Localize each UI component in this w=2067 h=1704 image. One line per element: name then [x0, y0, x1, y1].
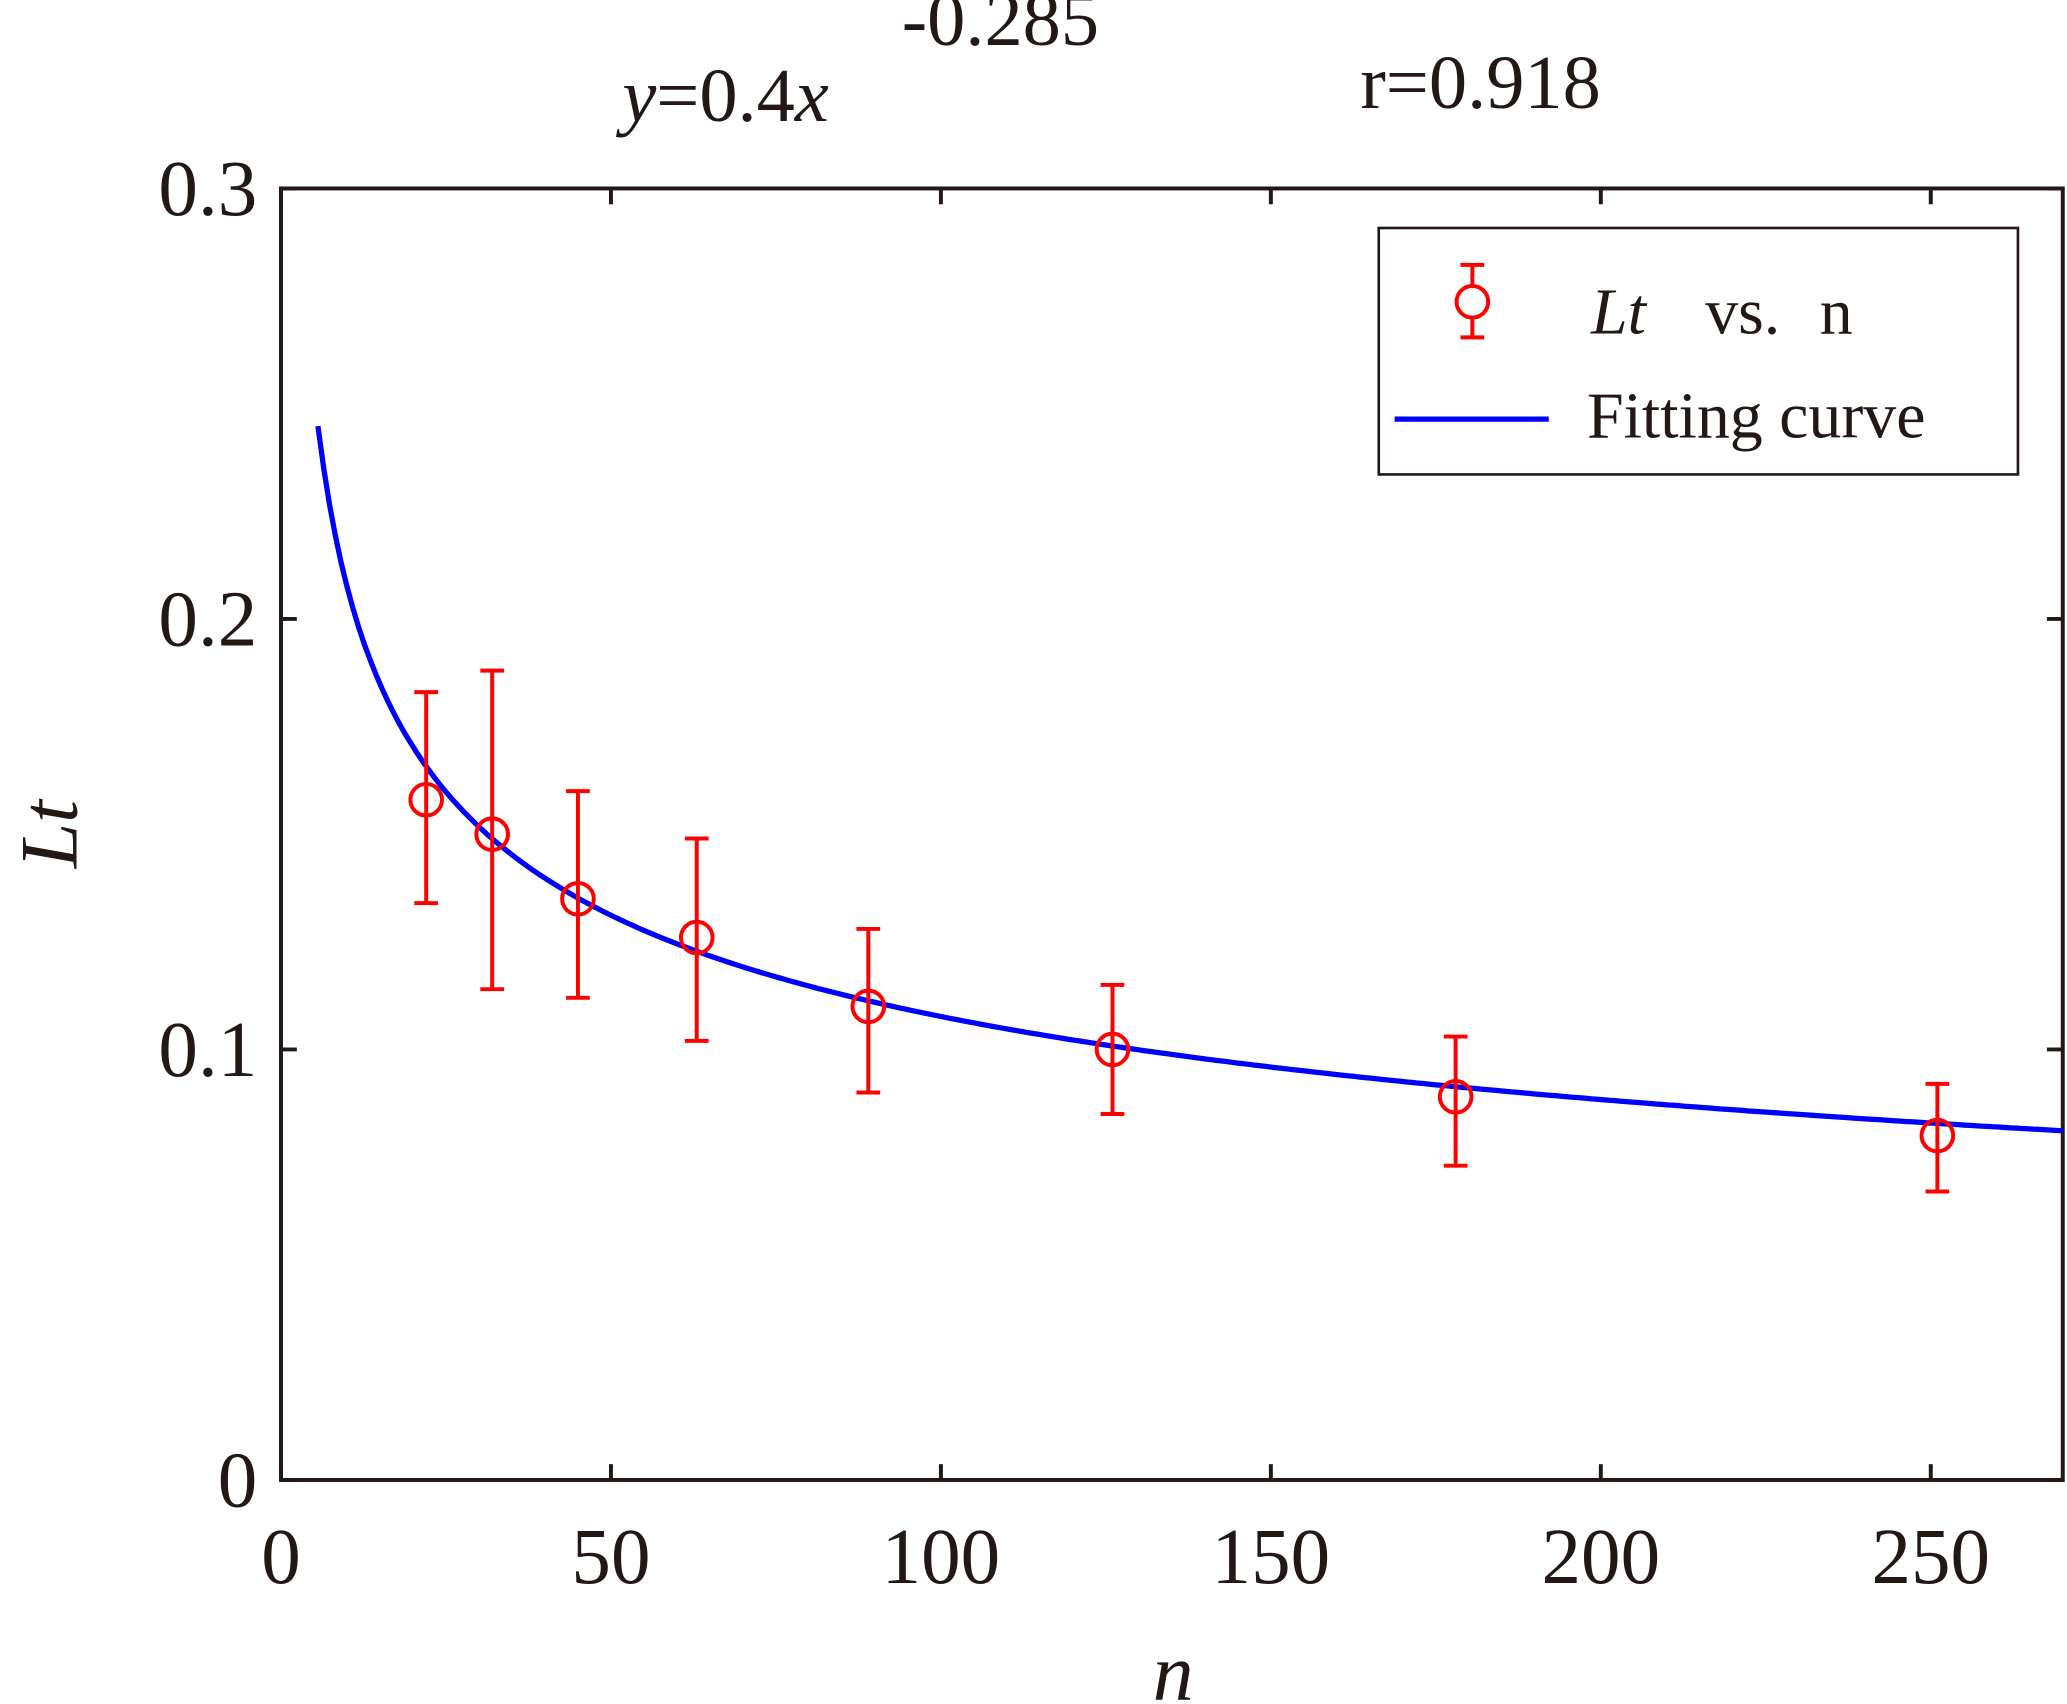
equation-x: x [794, 53, 829, 138]
r-value: r=0.918 [1360, 40, 1601, 125]
data-point [1094, 1031, 1131, 1068]
legend-marker-errorbar [1454, 262, 1491, 340]
x-tick-label: 150 [1212, 1514, 1331, 1601]
svg-text:y=0.4x: y=0.4x [615, 53, 829, 138]
x-tick-label: 50 [571, 1514, 650, 1601]
y-tick-label: 0 [218, 1437, 258, 1524]
legend-label-fit: Fitting curve [1587, 380, 1925, 453]
y-tick-label: 0.3 [158, 146, 257, 233]
data-point [850, 988, 887, 1025]
legend-box [1377, 226, 2020, 476]
x-tick-label: 0 [261, 1514, 301, 1601]
x-tick-label: 200 [1542, 1514, 1661, 1601]
data-point-group [1919, 1081, 1956, 1194]
equation-coef: =0.4 [656, 53, 795, 138]
y-axis-label: Lt [4, 798, 95, 869]
data-point [560, 880, 596, 917]
equation-exponent: -0.285 [902, 0, 1099, 62]
data-point-group [1094, 982, 1131, 1117]
legend: Lt vs. n Fitting curve [1377, 226, 2020, 476]
equation-y: y [615, 53, 656, 138]
data-point-group [408, 690, 444, 906]
data-point-group [1437, 1034, 1474, 1168]
x-axis-label: n [1153, 1627, 1194, 1704]
data-point [1437, 1079, 1474, 1115]
data-point-group [474, 668, 510, 992]
data-point [474, 816, 510, 853]
chart-annotation: y=0.4x -0.285 r=0.918 [615, 0, 1601, 138]
x-tick-label: 100 [882, 1514, 1001, 1601]
x-tick-label: 250 [1871, 1514, 1990, 1601]
data-point [1919, 1117, 1956, 1154]
data-point [408, 781, 444, 818]
data-point-group [850, 926, 887, 1095]
data-point-group [678, 836, 715, 1043]
plot-frame [279, 186, 2065, 1482]
data-point [678, 919, 715, 956]
fitting-curve-line [315, 425, 2063, 1134]
data-point-group [560, 789, 596, 1000]
y-tick-label: 0.1 [158, 1007, 257, 1094]
legend-label-data: Lt vs. n [1590, 275, 1853, 348]
y-tick-label: 0.2 [158, 576, 257, 663]
